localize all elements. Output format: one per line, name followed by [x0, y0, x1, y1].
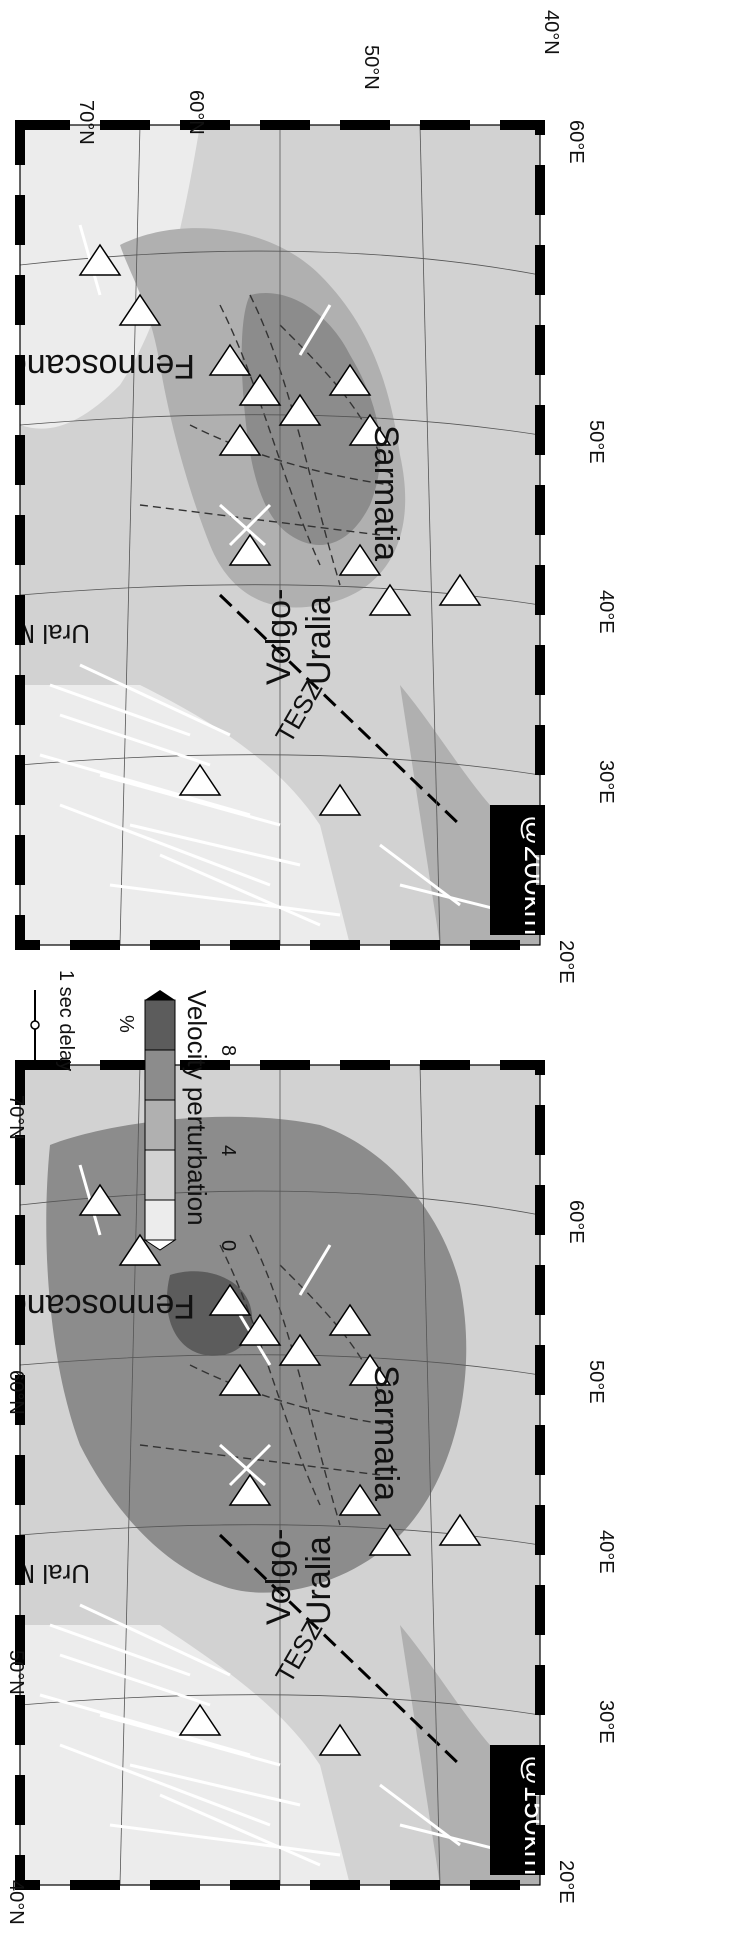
- lon-label: 50°E: [585, 1360, 607, 1404]
- legend: 1 sec delay % Velocity perturbation 8 4 …: [30, 970, 239, 1251]
- region-label-sarmatia: Sarmatia: [367, 425, 405, 561]
- colorbar-tick: 4: [217, 1145, 239, 1156]
- lon-label: 30°E: [595, 1700, 617, 1744]
- lon-label: 30°E: [595, 760, 617, 804]
- lat-label: 50°N: [360, 45, 382, 90]
- lat-label: 60°N: [185, 90, 207, 135]
- map-panel-200km: Fennoscandia Volgo- Uralia Sarmatia TESZ…: [0, 120, 551, 950]
- region-label-volgo: Volgo-: [260, 1529, 298, 1625]
- lat-label: 70°N: [75, 100, 97, 145]
- region-label-fennoscandia: Fennoscandia: [0, 347, 195, 385]
- lat-label: 60°N: [5, 1370, 27, 1415]
- axis-labels-200km: 70°N 60°N 50°N 40°N 20°E 30°E 40°E 50°E …: [75, 10, 617, 984]
- colorbar-tick: 8: [217, 1045, 239, 1056]
- lon-label: 20°E: [555, 1860, 577, 1904]
- map-panel-150km: Fennoscandia Volgo- Uralia Sarmatia TESZ…: [0, 1060, 551, 1890]
- region-label-uralia: Uralia: [300, 596, 338, 685]
- lat-label: 40°N: [5, 1880, 27, 1925]
- region-label-uralia: Uralia: [300, 1536, 338, 1625]
- lon-label: 40°E: [595, 590, 617, 634]
- depth-label: @150km: [518, 1755, 551, 1876]
- colorbar: [143, 990, 177, 1251]
- delay-label: 1 sec delay: [55, 970, 77, 1071]
- colorbar-title: Velocity perturbation: [182, 990, 212, 1226]
- region-label-ural: Ural Mountain Range: [0, 619, 90, 649]
- region-label-fennoscandia: Fennoscandia: [0, 1287, 195, 1325]
- lon-label: 60°E: [565, 120, 587, 164]
- lat-label: 40°N: [540, 10, 562, 55]
- depth-label: @200km: [518, 815, 551, 936]
- lon-label: 50°E: [585, 420, 607, 464]
- lat-label: 50°N: [5, 1650, 27, 1695]
- colorbar-unit: %: [115, 1015, 137, 1033]
- region-label-volgo: Volgo-: [260, 589, 298, 685]
- region-label-sarmatia: Sarmatia: [367, 1365, 405, 1501]
- colorbar-tick: 0: [217, 1240, 239, 1251]
- region-label-ural: Ural Mountain Range: [0, 1559, 90, 1589]
- axis-labels-150km: 70°N 60°N 50°N 40°N 20°E 30°E 40°E 50°E …: [5, 1095, 617, 1925]
- lon-label: 20°E: [555, 940, 577, 984]
- lon-label: 40°E: [595, 1530, 617, 1574]
- lon-label: 60°E: [565, 1200, 587, 1244]
- lat-label: 70°N: [5, 1095, 27, 1140]
